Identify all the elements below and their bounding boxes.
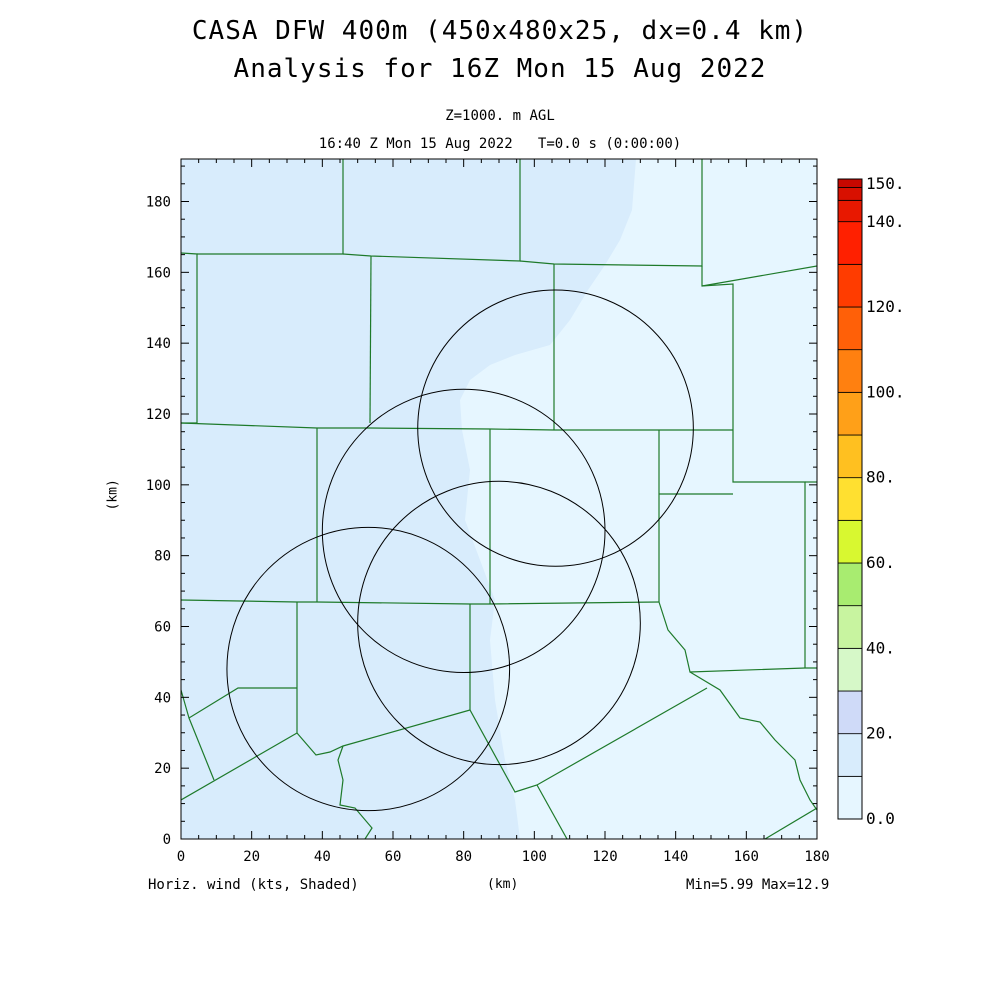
x-tick-label: 120 <box>592 849 617 865</box>
x-tick-label: 40 <box>314 849 331 865</box>
y-axis-label: (km) <box>105 479 121 511</box>
colorbar <box>837 178 863 820</box>
minmax-label: Min=5.99 Max=12.9 <box>686 877 830 893</box>
colorbar-bin <box>837 199 863 223</box>
colorbar-bin <box>837 477 863 521</box>
colorbar-bin <box>837 178 863 188</box>
colorbar-bin <box>837 306 863 351</box>
chart-title: CASA DFW 400m (450x480x25, dx=0.4 km) <box>191 16 809 46</box>
x-tick-label: 140 <box>663 849 688 865</box>
colorbar-label: 0.0 <box>866 809 895 828</box>
x-tick-label: 160 <box>734 849 759 865</box>
variable-label: Horiz. wind (kts, Shaded) <box>148 877 359 893</box>
x-tick-label: 60 <box>385 849 402 865</box>
colorbar-label: 150. <box>866 174 905 193</box>
x-axis-label: (km) <box>487 877 519 892</box>
y-tick-label: 80 <box>154 549 171 565</box>
colorbar-bin <box>837 391 863 436</box>
colorbar-bin <box>837 647 863 692</box>
chart-subtitle: Analysis for 16Z Mon 15 Aug 2022 <box>233 54 767 84</box>
radar-ring-4 <box>226 526 511 812</box>
y-tick-label: 0 <box>163 832 171 848</box>
colorbar-bin <box>837 775 863 820</box>
y-tick-label: 40 <box>154 690 171 706</box>
colorbar-bin <box>837 690 863 735</box>
y-tick-label: 140 <box>146 336 171 352</box>
wind-field-shade <box>181 159 636 839</box>
colorbar-bin <box>837 519 863 564</box>
radar-ring-1 <box>417 289 694 567</box>
colorbar-label: 80. <box>866 468 895 487</box>
axis-ticks <box>180 159 818 840</box>
colorbar-bin <box>837 605 863 649</box>
y-tick-label: 180 <box>146 195 171 211</box>
y-tick-label: 160 <box>146 265 171 281</box>
x-tick-label: 180 <box>804 849 829 865</box>
colorbar-bin <box>837 263 863 308</box>
x-tick-label: 0 <box>177 849 185 865</box>
colorbar-label: 20. <box>866 724 895 743</box>
colorbar-bin <box>837 349 863 393</box>
colorbar-label: 120. <box>866 297 905 316</box>
time-label: 16:40 Z Mon 15 Aug 2022 T=0.0 s (0:00:00… <box>318 136 682 152</box>
radar-range-rings <box>226 289 694 812</box>
colorbar-bin <box>837 562 863 607</box>
colorbar-bin <box>837 187 863 201</box>
county-boundaries <box>181 159 817 839</box>
colorbar-bin <box>837 434 863 479</box>
colorbar-label: 60. <box>866 553 895 572</box>
x-tick-label: 100 <box>522 849 547 865</box>
y-tick-label: 120 <box>146 407 171 423</box>
colorbar-label: 40. <box>866 638 895 657</box>
y-tick-label: 60 <box>154 620 171 636</box>
colorbar-frame <box>837 178 863 820</box>
x-tick-label: 80 <box>455 849 472 865</box>
radar-ring-3 <box>357 480 641 766</box>
colorbar-label: 100. <box>866 382 905 401</box>
level-label: Z=1000. m AGL <box>445 108 555 124</box>
y-tick-label: 100 <box>146 478 171 494</box>
y-tick-label: 20 <box>154 761 171 777</box>
colorbar-label: 140. <box>866 212 905 231</box>
x-tick-label: 20 <box>243 849 260 865</box>
colorbar-bin <box>837 733 863 777</box>
radar-ring-2 <box>321 388 606 674</box>
colorbar-bin <box>837 221 863 265</box>
